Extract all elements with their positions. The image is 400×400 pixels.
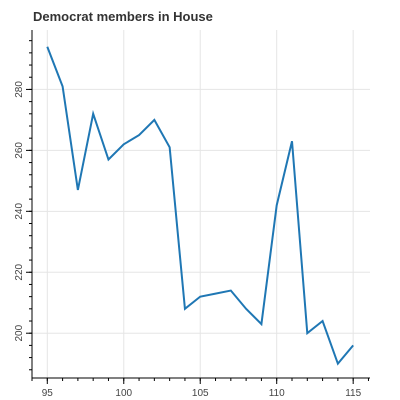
chart-title: Democrat members in House (33, 9, 213, 24)
x-tick-label: 95 (42, 388, 54, 399)
series-line (46, 46, 354, 366)
y-tick-label: 240 (14, 203, 25, 220)
x-tick-label: 100 (115, 388, 132, 399)
x-tick-label: 105 (192, 388, 209, 399)
x-tick-label: 115 (345, 388, 361, 399)
y-tick-label: 220 (14, 263, 25, 280)
y-tick-label: 260 (14, 142, 25, 159)
y-tick-label: 280 (14, 81, 25, 98)
x-tick-label: 110 (269, 388, 285, 399)
y-tick-label: 200 (14, 324, 25, 341)
